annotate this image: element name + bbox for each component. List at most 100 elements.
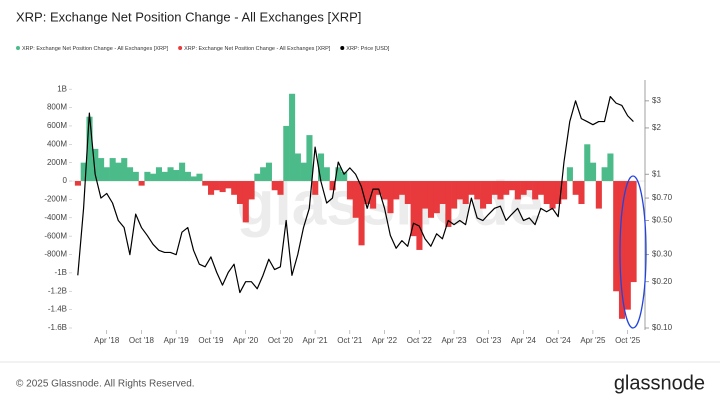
bar	[242, 181, 249, 223]
x-tick-label: Oct '20	[268, 336, 294, 345]
bar	[335, 167, 342, 182]
bar	[329, 181, 336, 191]
legend-marker	[340, 46, 345, 50]
bar	[294, 153, 301, 182]
plot: 1B 800M 600M 400M 200M 0 -200M -400M -600M -800M -…	[44, 84, 672, 345]
copyright: © 2025 Glassnode. All Rights Reserved.	[16, 379, 195, 390]
bar	[121, 158, 128, 182]
bar	[416, 181, 423, 250]
y2-tick-label: $0.20	[652, 277, 673, 286]
bar	[404, 181, 411, 204]
bar	[98, 158, 105, 182]
y-tick-label: 0	[63, 176, 68, 185]
bar	[485, 181, 492, 204]
bar	[537, 181, 545, 195]
bar	[202, 181, 209, 186]
bar	[618, 181, 626, 319]
bar	[248, 181, 255, 200]
price-line	[77, 95, 634, 294]
bar	[208, 181, 215, 195]
x-tick-label: Apr '21	[303, 336, 329, 345]
bar	[543, 181, 550, 204]
bar	[590, 162, 597, 182]
bar	[480, 181, 487, 209]
x-tick-label: Oct '19	[198, 336, 224, 345]
bar	[132, 171, 139, 182]
bar	[433, 181, 440, 214]
bar	[74, 181, 81, 186]
bar	[566, 167, 573, 182]
bar	[445, 181, 452, 227]
bar	[456, 181, 463, 200]
bar	[289, 93, 296, 182]
legend-marker	[16, 46, 20, 50]
y-tick-label: -1.2B	[48, 286, 67, 295]
bar	[80, 162, 87, 182]
bar	[150, 173, 157, 182]
bar	[317, 153, 325, 182]
y2-tick-label: $1	[652, 169, 661, 178]
bar	[514, 181, 521, 200]
bar	[103, 167, 110, 182]
bar	[213, 181, 220, 191]
y-tick-label: -1B	[55, 268, 67, 277]
x-tick-label: Apr '18	[94, 336, 120, 345]
bar	[184, 171, 191, 182]
y2-tick-label: $0.30	[652, 250, 673, 259]
bar	[155, 167, 163, 182]
bar	[161, 171, 168, 182]
bar	[561, 181, 568, 200]
x-tick-label: Apr '20	[233, 336, 259, 345]
x-tick-label: Apr '19	[164, 336, 190, 345]
bar	[607, 153, 614, 182]
bar	[584, 144, 591, 182]
highlight-ellipse	[619, 175, 647, 329]
bar	[381, 181, 388, 200]
bar	[115, 162, 122, 182]
bar	[231, 181, 238, 195]
y-tick-label: 1B	[57, 84, 67, 93]
bar	[462, 181, 469, 204]
bar	[323, 167, 330, 182]
y2-tick-label: $0.50	[652, 216, 673, 225]
bar	[526, 181, 533, 191]
bar	[144, 171, 151, 182]
bar	[283, 125, 290, 182]
x-tick-label: Oct '21	[337, 336, 363, 345]
x-tick-label: Apr '22	[372, 336, 398, 345]
bar	[126, 167, 134, 182]
x-tick-label: Oct '23	[476, 336, 502, 345]
y-tick-label: 400M	[47, 139, 67, 148]
bar	[399, 181, 406, 195]
bar	[595, 181, 602, 209]
x-tick-label: Apr '25	[580, 336, 606, 345]
bar	[410, 181, 417, 237]
bar	[277, 181, 284, 195]
bar	[503, 181, 510, 195]
bar	[520, 181, 527, 195]
chart-title: XRP: Exchange Net Position Change - All …	[16, 9, 361, 24]
bar	[236, 181, 244, 204]
bar	[555, 181, 562, 204]
bar	[300, 162, 307, 182]
bar	[358, 181, 365, 246]
bar	[370, 181, 377, 209]
bar	[439, 181, 446, 204]
bar	[630, 181, 637, 283]
x-tick-label: Oct '24	[546, 336, 572, 345]
y2-tick-label: $0.70	[652, 193, 673, 202]
bar	[196, 173, 203, 182]
bar	[572, 181, 579, 195]
y-tick-label: -1.6B	[48, 323, 67, 332]
bar	[468, 181, 475, 195]
legend-label: XRP: Exchange Net Position Change - All …	[184, 46, 331, 52]
bar	[173, 170, 180, 182]
bar	[375, 181, 382, 195]
bar	[341, 171, 348, 182]
bar	[491, 181, 498, 195]
bar	[549, 181, 556, 209]
y-tick-label: 200M	[47, 158, 67, 167]
bar	[601, 167, 608, 182]
bar	[346, 181, 354, 200]
